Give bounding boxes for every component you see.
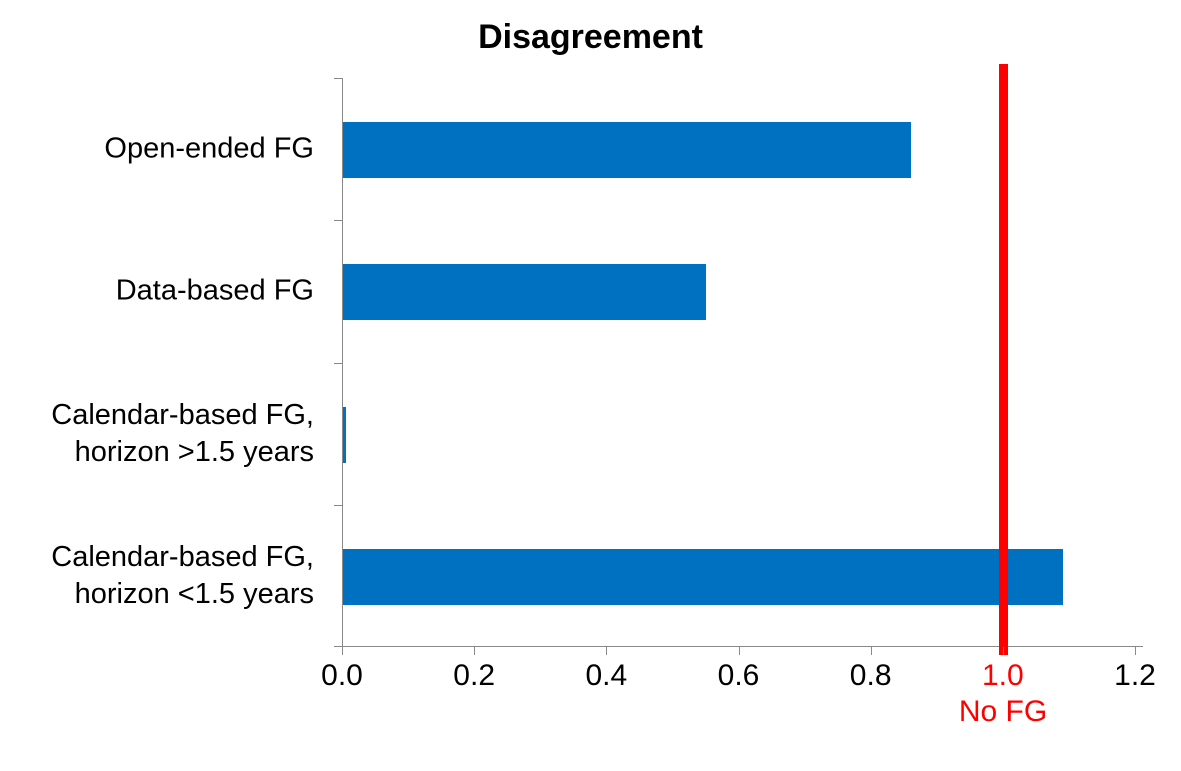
x-axis-line (342, 646, 1143, 647)
y-axis-tick (334, 505, 342, 506)
x-tick-label-1.0: 1.0 (981, 659, 1024, 692)
x-axis-tick (1002, 647, 1004, 655)
no-fg-reference-line (998, 64, 1008, 655)
y-axis-tick (334, 220, 342, 221)
y-axis-line (342, 78, 343, 647)
no-fg-reference-label: No FG (958, 695, 1048, 728)
chart-title: Disagreement (478, 18, 703, 56)
category-label-1: Data-based FG (115, 274, 314, 307)
plot-area (334, 64, 1143, 655)
x-axis-tick (870, 647, 872, 655)
category-label-3: Calendar-based FG, horizon <1.5 years (51, 540, 314, 610)
x-axis-tick (342, 647, 343, 655)
x-tick-label-0.6: 0.6 (717, 659, 760, 692)
y-axis-tick (334, 363, 342, 364)
x-axis-tick (738, 647, 740, 655)
x-axis-tick (474, 647, 476, 655)
y-axis-tick (334, 78, 342, 79)
x-tick-label-0.2: 0.2 (453, 659, 496, 692)
y-axis-tick (334, 646, 342, 647)
bar-0 (343, 122, 912, 178)
x-tick-label-1.2: 1.2 (1114, 659, 1156, 692)
category-label-2: Calendar-based FG, horizon >1.5 years (51, 398, 314, 468)
x-axis-tick (606, 647, 608, 655)
bar-1 (343, 264, 707, 321)
x-tick-label-0.4: 0.4 (585, 659, 628, 692)
category-label-0: Open-ended FG (104, 132, 314, 165)
bar-2 (343, 406, 347, 463)
x-axis-tick (1135, 647, 1136, 655)
bar-3 (343, 548, 1064, 605)
x-tick-label-0.0: 0.0 (321, 659, 363, 692)
x-tick-label-0.8: 0.8 (849, 659, 892, 692)
